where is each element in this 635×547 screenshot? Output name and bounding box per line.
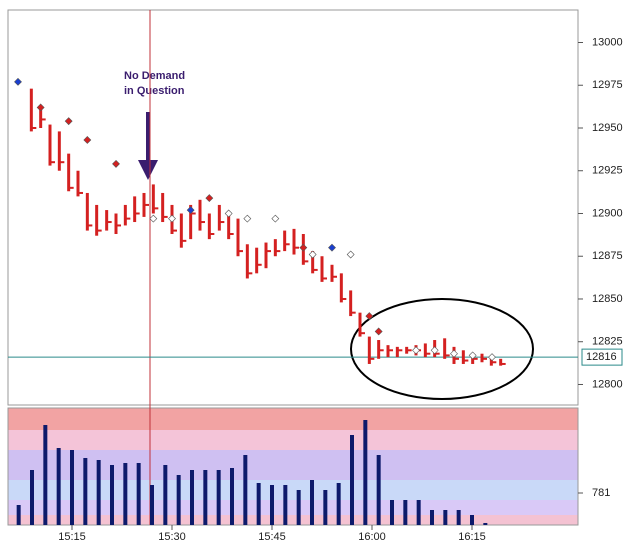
price-frame	[7, 9, 579, 406]
volume-background	[8, 408, 578, 525]
volume-bar	[123, 462, 128, 525]
volume-bar	[176, 475, 181, 525]
y-tick-label: 12825	[592, 336, 623, 348]
volume-bar	[483, 522, 488, 525]
x-tick-label: 15:45	[258, 531, 286, 543]
diamond-marker	[36, 103, 45, 112]
volume-bar	[83, 457, 88, 525]
volume-bar	[310, 480, 314, 525]
volume-bar	[376, 455, 381, 525]
diamond-marker	[149, 214, 158, 223]
volume-bar	[70, 450, 74, 525]
arrow-head	[138, 160, 158, 180]
volume-bar	[270, 485, 274, 525]
diamond-marker	[374, 327, 383, 336]
y-tick-label: 12975	[592, 79, 623, 91]
diamond-marker	[308, 250, 317, 259]
x-tick-label: 16:15	[458, 531, 486, 543]
volume-bar	[443, 510, 448, 525]
volume-bar	[163, 465, 168, 525]
y-tick-label: 12850	[592, 293, 623, 305]
diamond-marker	[488, 353, 496, 362]
diamond-marker	[412, 346, 420, 355]
y-tick-label: 12900	[592, 207, 623, 219]
diamond-marker	[365, 312, 374, 321]
volume-bar	[43, 425, 48, 525]
diamond-marker	[83, 136, 92, 144]
volume-bar	[336, 482, 341, 525]
volume-bar	[456, 510, 461, 525]
annotation: in Question	[124, 85, 185, 97]
volume-bar	[403, 500, 408, 525]
diamond-marker	[299, 243, 308, 252]
diamond-marker	[468, 351, 477, 360]
x-tick-label: 15:15	[58, 531, 86, 543]
diamond-marker	[346, 250, 355, 259]
diamond-marker	[64, 117, 73, 126]
volume-bar	[243, 455, 248, 525]
volume-bar	[56, 447, 61, 525]
volume-bar	[203, 470, 208, 525]
volume-bar	[30, 470, 34, 525]
volume-bar	[16, 505, 21, 525]
diamond-marker	[168, 214, 176, 223]
x-tick-label: 15:30	[158, 531, 186, 543]
volume-bar	[216, 470, 221, 525]
diamond-marker	[430, 346, 439, 355]
diamond-marker	[224, 209, 233, 218]
volume-bar	[136, 462, 141, 525]
last-price-label: 12816	[586, 351, 617, 363]
volume-bar	[350, 435, 354, 525]
y-tick-label: 12925	[592, 165, 623, 177]
volume-bar	[256, 482, 261, 525]
volume-bar	[190, 470, 194, 525]
volume-bar	[96, 460, 101, 525]
highlight-ellipse	[350, 298, 534, 400]
volume-bar	[390, 500, 394, 525]
volume-bar	[283, 485, 288, 525]
volume-bar	[470, 515, 474, 525]
y-tick-label: 781	[592, 487, 610, 499]
diamond-marker	[328, 243, 336, 252]
volume-bar	[150, 485, 154, 525]
volume-bar	[363, 420, 368, 525]
y-tick-label: 13000	[592, 36, 623, 48]
diamond-marker	[112, 159, 120, 168]
y-tick-label: 12800	[592, 378, 623, 390]
volume-bar	[230, 467, 234, 525]
diamond-marker	[243, 214, 252, 223]
diamond-marker	[186, 206, 195, 214]
diamond-marker	[14, 77, 22, 86]
volume-bar	[296, 490, 301, 525]
y-tick-label: 12875	[592, 250, 623, 262]
x-tick-label: 16:00	[358, 531, 386, 543]
volume-bar	[416, 500, 421, 525]
volume-bar	[323, 490, 328, 525]
diamond-marker	[450, 349, 458, 358]
annotation: No Demand	[124, 70, 185, 82]
diamond-marker	[205, 194, 214, 203]
volume-bar	[430, 510, 434, 525]
y-tick-label: 12950	[592, 122, 623, 134]
volume-bar	[110, 465, 114, 525]
volume-frame	[7, 407, 579, 526]
diamond-marker	[271, 214, 280, 223]
last-price-box	[581, 348, 623, 366]
